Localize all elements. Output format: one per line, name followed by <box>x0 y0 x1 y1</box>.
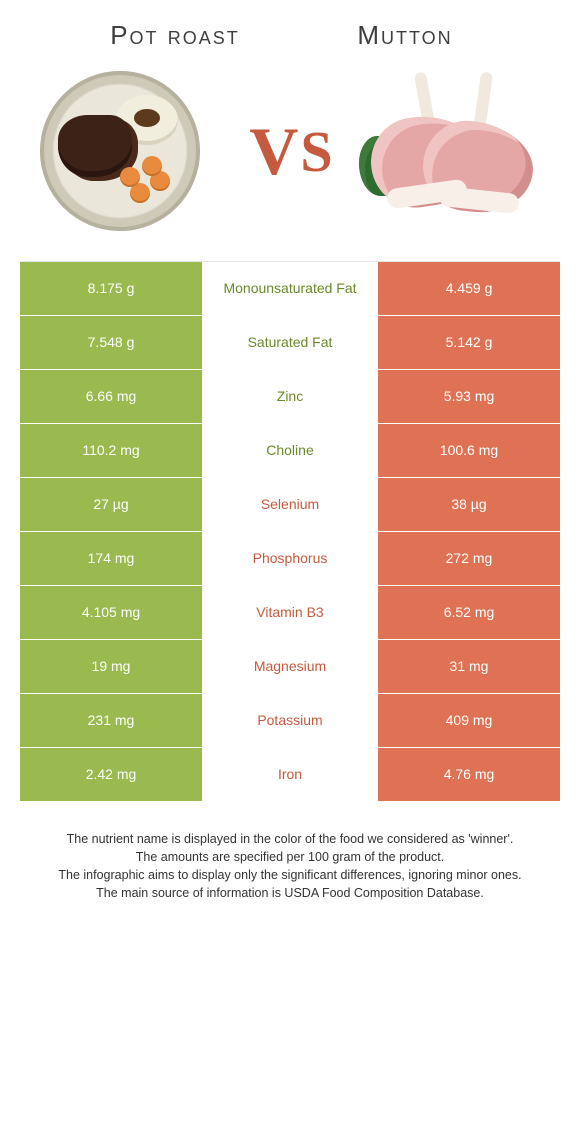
hero-row: VS <box>20 71 560 231</box>
table-row: 174 mgPhosphorus272 mg <box>20 532 560 586</box>
footer-line: The main source of information is USDA F… <box>24 884 556 902</box>
left-value: 231 mg <box>20 694 202 747</box>
nutrient-label: Zinc <box>202 370 378 423</box>
left-value: 2.42 mg <box>20 748 202 801</box>
table-row: 231 mgPotassium409 mg <box>20 694 560 748</box>
left-value: 6.66 mg <box>20 370 202 423</box>
left-food-image <box>20 71 220 231</box>
right-value: 4.76 mg <box>378 748 560 801</box>
footer-line: The amounts are specified per 100 gram o… <box>24 848 556 866</box>
nutrient-label: Magnesium <box>202 640 378 693</box>
comparison-table: 8.175 gMonounsaturated Fat4.459 g7.548 g… <box>20 261 560 802</box>
right-value: 31 mg <box>378 640 560 693</box>
nutrient-label: Phosphorus <box>202 532 378 585</box>
left-value: 19 mg <box>20 640 202 693</box>
left-value: 110.2 mg <box>20 424 202 477</box>
right-value: 409 mg <box>378 694 560 747</box>
table-row: 19 mgMagnesium31 mg <box>20 640 560 694</box>
right-value: 5.93 mg <box>378 370 560 423</box>
nutrient-label: Vitamin B3 <box>202 586 378 639</box>
right-value: 38 µg <box>378 478 560 531</box>
footer-notes: The nutrient name is displayed in the co… <box>20 830 560 903</box>
table-row: 110.2 mgCholine100.6 mg <box>20 424 560 478</box>
nutrient-label: Monounsaturated Fat <box>202 262 378 315</box>
nutrient-label: Saturated Fat <box>202 316 378 369</box>
table-row: 8.175 gMonounsaturated Fat4.459 g <box>20 262 560 316</box>
right-value: 5.142 g <box>378 316 560 369</box>
nutrient-label: Potassium <box>202 694 378 747</box>
right-food-image <box>360 71 560 231</box>
table-row: 7.548 gSaturated Fat5.142 g <box>20 316 560 370</box>
left-value: 27 µg <box>20 478 202 531</box>
right-title: Mutton <box>290 20 520 51</box>
table-row: 27 µgSelenium38 µg <box>20 478 560 532</box>
right-value: 6.52 mg <box>378 586 560 639</box>
left-title: Pot roast <box>60 20 290 51</box>
footer-line: The nutrient name is displayed in the co… <box>24 830 556 848</box>
nutrient-label: Selenium <box>202 478 378 531</box>
pot-roast-icon <box>40 71 200 231</box>
mutton-icon <box>365 76 555 226</box>
table-row: 2.42 mgIron4.76 mg <box>20 748 560 802</box>
header-titles: Pot roast Mutton <box>20 20 560 51</box>
left-value: 174 mg <box>20 532 202 585</box>
left-value: 8.175 g <box>20 262 202 315</box>
right-value: 272 mg <box>378 532 560 585</box>
right-value: 100.6 mg <box>378 424 560 477</box>
right-value: 4.459 g <box>378 262 560 315</box>
nutrient-label: Choline <box>202 424 378 477</box>
table-row: 4.105 mgVitamin B36.52 mg <box>20 586 560 640</box>
footer-line: The infographic aims to display only the… <box>24 866 556 884</box>
left-value: 7.548 g <box>20 316 202 369</box>
table-row: 6.66 mgZinc5.93 mg <box>20 370 560 424</box>
vs-label: VS <box>249 112 330 191</box>
nutrient-label: Iron <box>202 748 378 801</box>
left-value: 4.105 mg <box>20 586 202 639</box>
